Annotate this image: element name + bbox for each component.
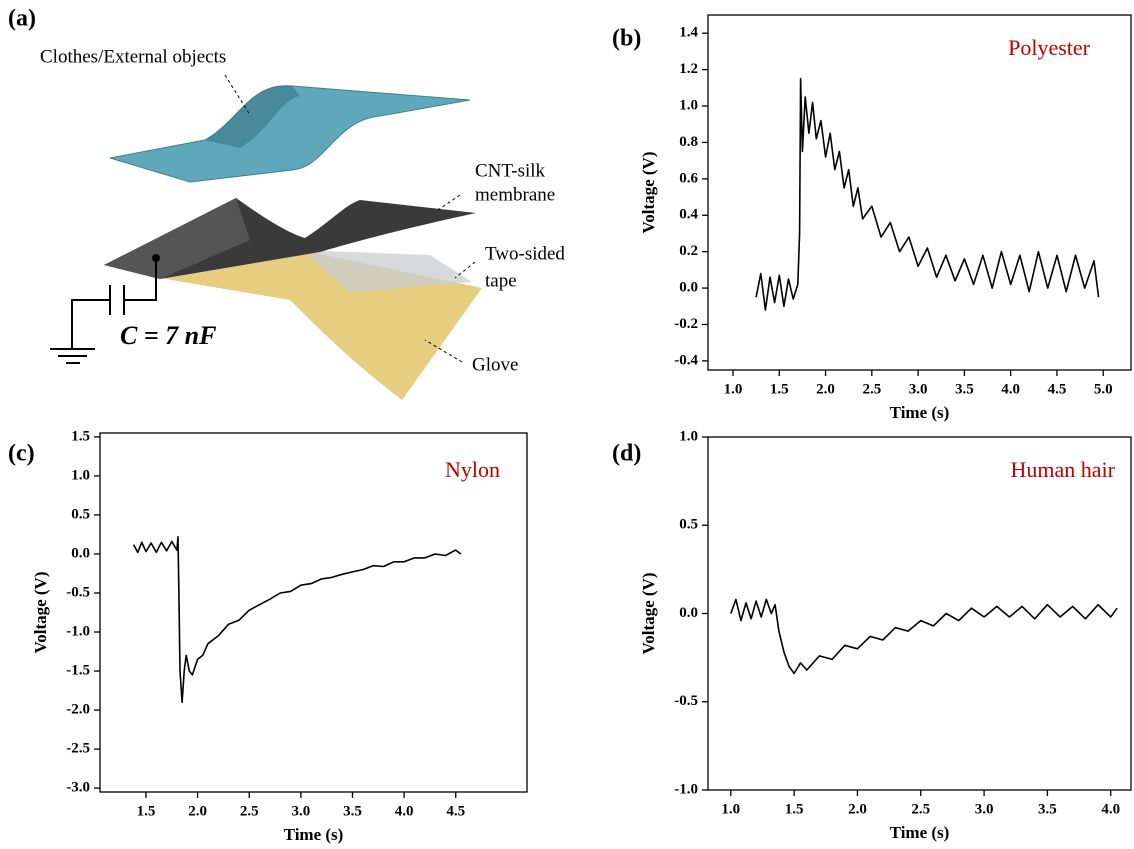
- panel-label: (b): [612, 26, 641, 52]
- y-axis-title: Voltage (V): [639, 152, 658, 234]
- x-axis-title: Time (s): [284, 825, 344, 844]
- label-tape: Two-sided: [485, 243, 565, 264]
- panel-label: (a): [8, 6, 36, 32]
- y-tick-label: -0.4: [674, 352, 698, 368]
- x-tick-label: 2.0: [188, 803, 207, 819]
- clothes-sheet: [109, 85, 471, 183]
- x-tick-label: 1.0: [721, 801, 740, 817]
- y-tick-label: -0.5: [674, 693, 698, 709]
- y-tick-label: 1.0: [71, 467, 90, 483]
- x-tick-label: 4.0: [1001, 381, 1020, 397]
- y-tick-label: -2.0: [66, 701, 90, 717]
- label-clothes: Clothes/External objects: [40, 46, 226, 67]
- x-tick-label: 3.0: [909, 381, 928, 397]
- x-tick-label: 2.0: [848, 801, 867, 817]
- chart-panel: 1.0 1.5 2.0 2.5 3.0 3.5 4.0 -1.0 -0.5 0.0 0.5 1.0 Ti…: [612, 428, 1132, 842]
- x-tick-label: 1.5: [137, 803, 156, 819]
- signal-line: [132, 536, 462, 704]
- x-tick-label: 4.0: [395, 803, 414, 819]
- signal-line: [730, 598, 1118, 675]
- x-tick-label: 4.0: [1101, 801, 1120, 817]
- x-tick-label: 4.5: [1048, 381, 1067, 397]
- y-tick-label: 0.0: [679, 605, 698, 621]
- y-tick-label: 1.0: [679, 97, 698, 113]
- y-tick-label: 1.4: [679, 25, 698, 41]
- annotation: Nylon: [445, 457, 500, 482]
- y-tick-label: -1.0: [66, 623, 90, 639]
- x-tick-label: 1.5: [785, 801, 804, 817]
- y-tick-label: 0.6: [679, 170, 698, 186]
- annotation: Polyester: [1008, 35, 1091, 60]
- x-tick-label: 3.0: [291, 803, 310, 819]
- x-tick-label: 2.5: [240, 803, 259, 819]
- clothes-shade: [205, 85, 300, 148]
- circuit: [50, 258, 157, 364]
- x-tick-label: 1.0: [724, 381, 743, 397]
- y-tick-label: 0.8: [679, 134, 698, 150]
- panel-label: (c): [8, 441, 35, 467]
- x-axis-title: Time (s): [890, 403, 950, 422]
- y-tick-label: -2.5: [66, 741, 90, 757]
- y-tick-label: 0.4: [679, 207, 698, 223]
- chart-panel: 1.0 1.5 2.0 2.5 3.0 3.5 4.0 4.5 5.0 -0.4 -0.2 0.0 0.…: [612, 14, 1132, 422]
- contact-dot: [152, 254, 160, 262]
- x-tick-label: 5.0: [1094, 381, 1113, 397]
- y-tick-label: 0.5: [679, 517, 698, 533]
- diagram: (a) Clothes/External objects CNT-silk me…: [8, 6, 565, 400]
- tape: [300, 250, 472, 292]
- y-tick-label: -0.5: [66, 584, 90, 600]
- y-tick-label: -1.5: [66, 662, 90, 678]
- x-axis-title: Time (s): [890, 823, 950, 842]
- leaders: [224, 74, 476, 363]
- y-tick-label: 1.5: [71, 428, 90, 444]
- x-tick-label: 1.5: [770, 381, 789, 397]
- y-tick-label: 1.2: [679, 61, 698, 77]
- y-tick-label: 0.0: [679, 280, 698, 296]
- y-axis-title: Voltage (V): [31, 572, 50, 654]
- y-tick-label: 0.2: [679, 243, 698, 259]
- y-tick-label: -1.0: [674, 781, 698, 797]
- label-glove: Glove: [472, 354, 518, 375]
- x-tick-label: 3.5: [343, 803, 362, 819]
- label-cnt: CNT-silk: [475, 160, 546, 181]
- y-tick-label: -0.2: [674, 316, 698, 332]
- x-tick-label: 2.5: [862, 381, 881, 397]
- y-tick-label: 0.5: [71, 506, 90, 522]
- x-tick-label: 4.5: [446, 803, 465, 819]
- y-axis-title: Voltage (V): [639, 573, 658, 655]
- y-tick-label: 1.0: [679, 428, 698, 444]
- capacitance: C = 7 nF: [120, 321, 216, 350]
- x-tick-label: 2.0: [816, 381, 835, 397]
- y-tick-label: 0.0: [71, 545, 90, 561]
- y-tick-label: -3.0: [66, 780, 90, 796]
- plot-frame: [707, 14, 1132, 371]
- signal-line: [755, 77, 1100, 311]
- x-tick-label: 3.5: [1038, 801, 1057, 817]
- cnt-shade: [104, 198, 250, 279]
- x-tick-label: 3.0: [975, 801, 994, 817]
- chart-panel: 1.5 2.0 2.5 3.0 3.5 4.0 4.5 -3.0 -2.5 -2.0 -1.5 -1.…: [8, 428, 528, 844]
- annotation: Human hair: [1011, 457, 1116, 482]
- plot-frame: [99, 432, 528, 793]
- x-tick-label: 3.5: [955, 381, 974, 397]
- panel-label: (d): [612, 441, 641, 467]
- x-tick-label: 2.5: [911, 801, 930, 817]
- label-tape2: tape: [485, 270, 517, 291]
- label-membrane: membrane: [475, 184, 555, 205]
